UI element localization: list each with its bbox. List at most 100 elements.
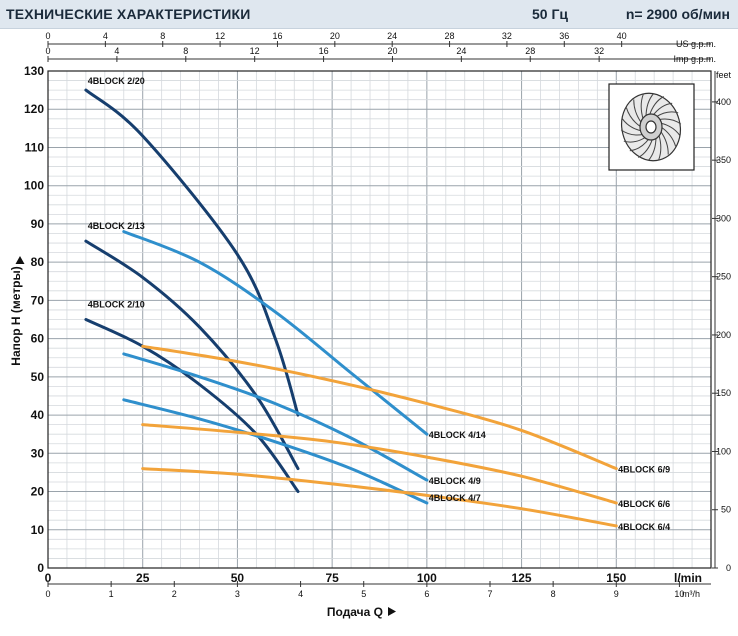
feet-tick-label: 300: [716, 213, 731, 223]
m3h-tick-label: 9: [614, 589, 619, 599]
impeller-vane: [655, 111, 679, 118]
y-tick-label: 10: [31, 523, 45, 537]
m3h-tick-label: 7: [487, 589, 492, 599]
us-gpm-tick-label: 0: [45, 31, 50, 41]
y-tick-label: 120: [24, 102, 44, 116]
feet-tick-label: 50: [721, 505, 731, 515]
imp-gpm-tick-label: 0: [45, 46, 50, 56]
us-gpm-tick-label: 20: [330, 31, 340, 41]
impeller-vane: [658, 118, 682, 125]
impeller-vane: [621, 118, 642, 132]
imp-gpm-tick-label: 8: [183, 46, 188, 56]
us-gpm-tick-label: 16: [272, 31, 282, 41]
series-line: [122, 398, 429, 505]
series-label: 4BLOCK 4/7: [429, 493, 481, 503]
impeller-vane: [633, 99, 643, 124]
series-label: 4BLOCK 6/6: [618, 499, 670, 509]
x-tick-label: 0: [45, 571, 52, 585]
impeller-illustration: [608, 83, 695, 171]
pump-curves: [84, 88, 618, 528]
y-tick-label: 100: [24, 179, 44, 193]
imp-gpm-tick-label: 12: [250, 46, 260, 56]
y-axis-title: Напор H (метры): [9, 266, 23, 365]
impeller-vane: [660, 122, 681, 136]
x-axis-title: Подача Q: [327, 605, 383, 619]
imp-gpm-tick-label: 4: [114, 46, 119, 56]
series-line: [141, 467, 618, 528]
m3h-tick-label: 5: [361, 589, 366, 599]
y-tick-label: 80: [31, 255, 45, 269]
series-label: 4BLOCK 6/4: [618, 522, 670, 532]
feet-unit-label: feet: [716, 70, 732, 80]
series-line: [141, 344, 618, 471]
feet-tick-label: 0: [726, 563, 731, 573]
frequency-label: 50 Гц: [531, 6, 568, 22]
m3h-tick-label: 0: [45, 589, 50, 599]
y-tick-label: 110: [25, 140, 45, 154]
y-axis-arrow: [15, 256, 25, 264]
imp-gpm-tick-label: 28: [525, 46, 535, 56]
plot-frame: [47, 70, 712, 569]
x-tick-label: 125: [512, 571, 532, 585]
us-gpm-tick-label: 28: [445, 31, 455, 41]
y-tick-label: 40: [31, 408, 45, 422]
m3h-tick-label: 2: [172, 589, 177, 599]
series-label: 4BLOCK 4/14: [429, 430, 486, 440]
speed-label: n= 2900 об/мин: [625, 6, 730, 22]
header-bar: ТЕХНИЧЕСКИЕ ХАРАКТЕРИСТИКИ 50 Гц n= 2900…: [0, 0, 738, 29]
series-label: 4BLOCK 2/20: [88, 76, 145, 86]
x-tick-label: 150: [606, 571, 626, 585]
series-line: [122, 352, 429, 482]
y-tick-label: 70: [31, 293, 45, 307]
us-gpm-tick-label: 32: [502, 31, 512, 41]
impeller-vane: [640, 94, 644, 120]
m3h-tick-label: 3: [235, 589, 240, 599]
x-tick-label: 50: [231, 571, 245, 585]
y-tick-label: 90: [31, 217, 45, 231]
y-tick-label: 50: [31, 370, 45, 384]
imp-gpm-tick-label: 20: [387, 46, 397, 56]
feet-tick-label: 150: [716, 388, 731, 398]
feet-tick-label: 250: [716, 272, 731, 282]
series-line: [122, 230, 429, 436]
impeller-vane: [623, 136, 647, 143]
series-line: [84, 88, 300, 417]
impeller-vane: [660, 126, 677, 147]
y-tick-label: 60: [31, 332, 45, 346]
y-tick-label: 30: [31, 446, 45, 460]
imp-gpm-tick-label: 24: [456, 46, 466, 56]
imp-gpm-tick-label: 16: [319, 46, 329, 56]
us-gpm-tick-label: 36: [559, 31, 569, 41]
series-line: [84, 239, 300, 471]
us-gpm-unit-label: US g.p.m.: [676, 39, 716, 49]
x-axis-arrow: [388, 607, 396, 616]
y-tick-label: 20: [31, 485, 45, 499]
impeller-vane: [645, 93, 654, 118]
feet-tick-label: 350: [716, 155, 731, 165]
m3h-tick-label: 10: [674, 589, 684, 599]
y-tick-label: 0: [37, 561, 44, 575]
y-tick-label: 130: [24, 64, 44, 78]
series-label: 4BLOCK 4/9: [429, 476, 481, 486]
feet-tick-label: 400: [716, 97, 731, 107]
us-gpm-tick-label: 12: [215, 31, 225, 41]
us-gpm-tick-label: 4: [103, 31, 108, 41]
impeller-vane: [659, 130, 669, 155]
x-unit-label: l/min: [674, 571, 702, 585]
imp-gpm-tick-label: 32: [594, 46, 604, 56]
series-label: 4BLOCK 2/13: [88, 221, 145, 231]
series-line: [141, 423, 618, 505]
m3h-tick-label: 1: [109, 589, 114, 599]
m3h-tick-label: 4: [298, 589, 303, 599]
series-label: 4BLOCK 6/9: [618, 465, 670, 475]
m3h-tick-label: 6: [424, 589, 429, 599]
imp-gpm-unit-label: Imp g.p.m.: [673, 54, 716, 64]
x-tick-label: 100: [417, 571, 437, 585]
series-line: [84, 318, 300, 493]
impeller-vane: [625, 107, 642, 128]
impeller-shaft-hole: [645, 120, 657, 134]
feet-tick-label: 200: [716, 330, 731, 340]
m3h-unit-label: m³/h: [682, 589, 700, 599]
feet-tick-label: 100: [716, 446, 731, 456]
us-gpm-tick-label: 8: [160, 31, 165, 41]
